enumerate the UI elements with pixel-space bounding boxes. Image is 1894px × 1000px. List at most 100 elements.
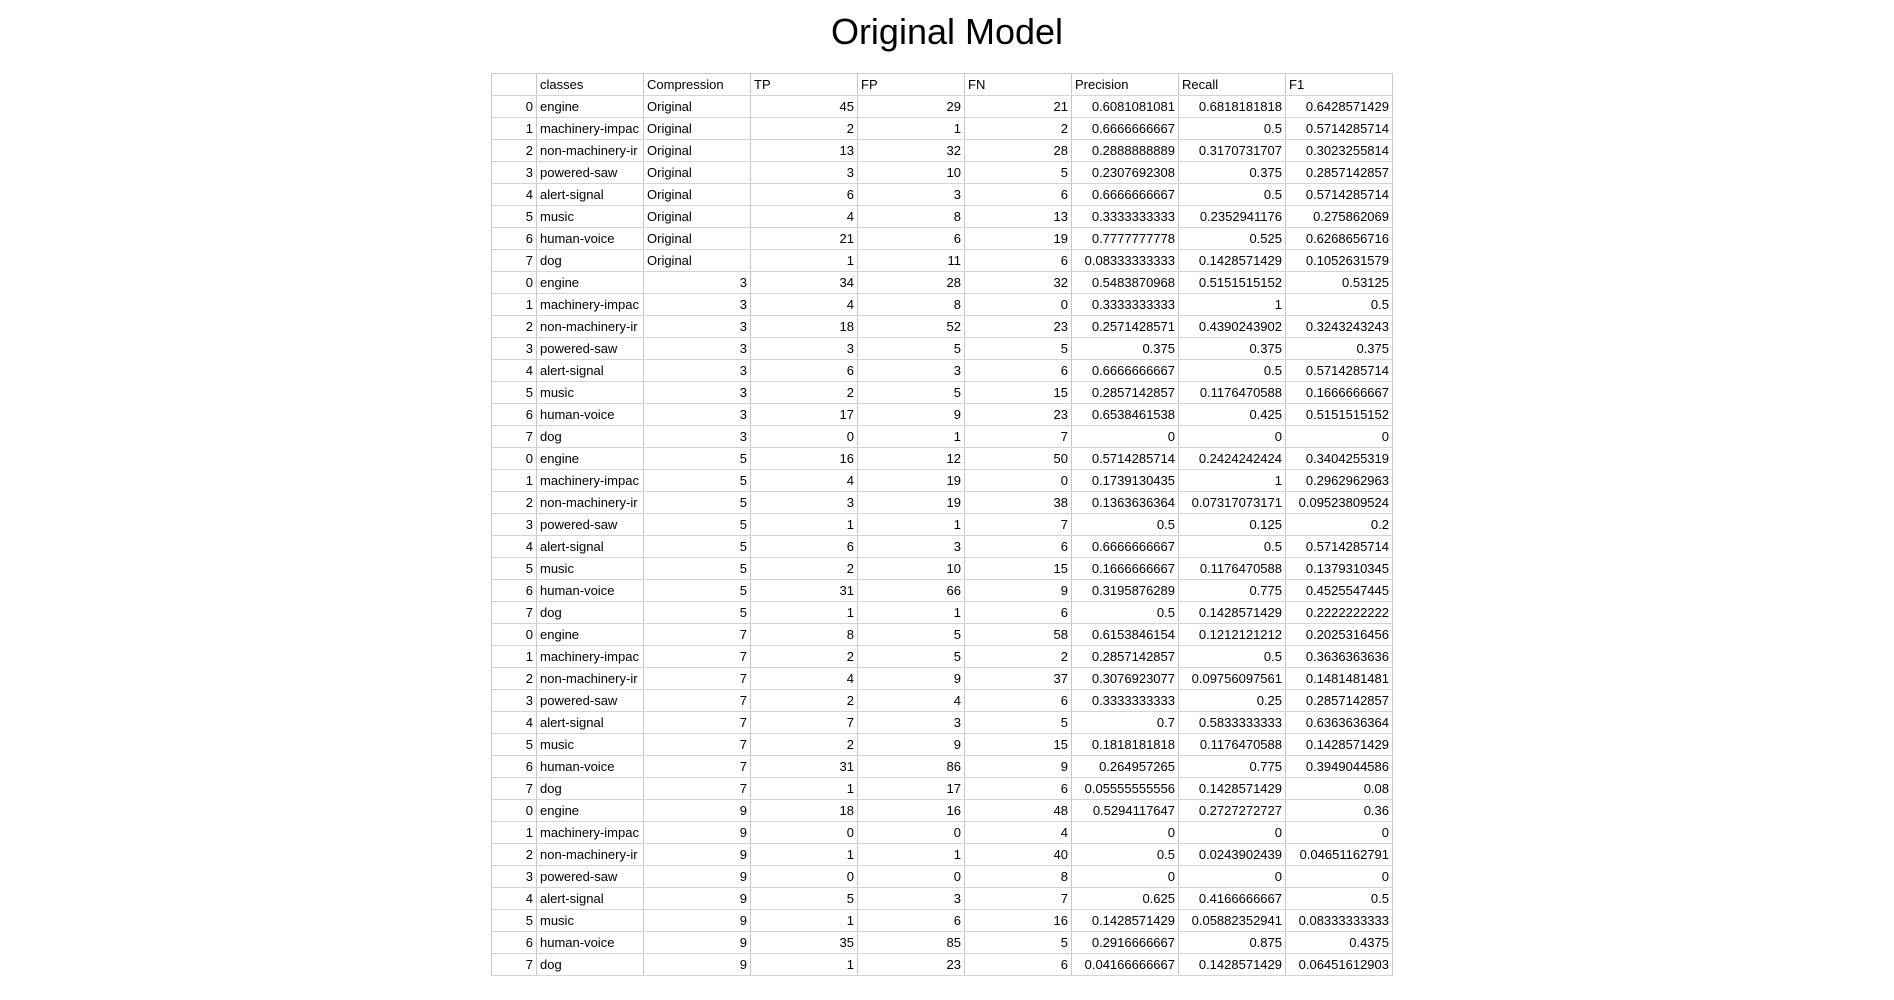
cell-fn: 23 bbox=[964, 315, 1072, 338]
cell-compression: 9 bbox=[643, 953, 751, 976]
cell-tp: 18 bbox=[750, 799, 858, 822]
cell-index: 2 bbox=[491, 667, 537, 690]
cell-recall: 0.0243902439 bbox=[1178, 843, 1286, 866]
cell-f1: 0.08333333333 bbox=[1285, 909, 1393, 932]
cell-class: powered-saw bbox=[536, 865, 644, 888]
cell-compression: 7 bbox=[643, 777, 751, 800]
cell-f1: 0.4525547445 bbox=[1285, 579, 1393, 602]
table-row: 4 alert-signal 7 7 3 5 0.7 0.5833333333 0.636363… bbox=[491, 711, 1393, 734]
table-row: 5 music 5 2 10 15 0.1666666667 0.1176470588 0.13… bbox=[491, 557, 1393, 580]
cell-precision: 0.08333333333 bbox=[1071, 249, 1179, 272]
cell-compression: 7 bbox=[643, 733, 751, 756]
cell-fp: 1 bbox=[857, 117, 965, 140]
cell-fn: 32 bbox=[964, 271, 1072, 294]
cell-fp: 6 bbox=[857, 909, 965, 932]
cell-fp: 0 bbox=[857, 821, 965, 844]
table-row: 2 non-machinery-ir 9 1 1 40 0.5 0.0243902439 0.0… bbox=[491, 843, 1393, 866]
header-f1: F1 bbox=[1285, 73, 1393, 96]
cell-precision: 0.3333333333 bbox=[1071, 205, 1179, 228]
cell-f1: 0.3023255814 bbox=[1285, 139, 1393, 162]
cell-class: engine bbox=[536, 799, 644, 822]
cell-fn: 7 bbox=[964, 425, 1072, 448]
cell-tp: 35 bbox=[750, 931, 858, 954]
cell-f1: 0.2 bbox=[1285, 513, 1393, 536]
results-table: classes Compression TP FP FN Precision R… bbox=[491, 73, 1393, 976]
cell-tp: 7 bbox=[750, 711, 858, 734]
cell-compression: 5 bbox=[643, 535, 751, 558]
cell-f1: 0.6268656716 bbox=[1285, 227, 1393, 250]
cell-compression: 7 bbox=[643, 667, 751, 690]
cell-f1: 0.5714285714 bbox=[1285, 359, 1393, 382]
cell-fp: 5 bbox=[857, 381, 965, 404]
cell-fn: 13 bbox=[964, 205, 1072, 228]
cell-precision: 0.5 bbox=[1071, 601, 1179, 624]
table-row: 0 engine Original 45 29 21 0.6081081081 0.68181… bbox=[491, 95, 1393, 118]
cell-class: dog bbox=[536, 953, 644, 976]
cell-fp: 16 bbox=[857, 799, 965, 822]
cell-precision: 0 bbox=[1071, 865, 1179, 888]
cell-index: 6 bbox=[491, 403, 537, 426]
cell-recall: 0.775 bbox=[1178, 755, 1286, 778]
cell-fn: 2 bbox=[964, 645, 1072, 668]
cell-precision: 0.6081081081 bbox=[1071, 95, 1179, 118]
table-row: 7 dog 5 1 1 6 0.5 0.1428571429 0.2222222222 bbox=[491, 601, 1393, 624]
header-precision: Precision bbox=[1071, 73, 1179, 96]
results-table-container: classes Compression TP FP FN Precision R… bbox=[491, 73, 1393, 976]
cell-precision: 0 bbox=[1071, 821, 1179, 844]
cell-f1: 0.08 bbox=[1285, 777, 1393, 800]
table-row: 1 machinery-impac 3 4 8 0 0.3333333333 1 0.5 bbox=[491, 293, 1393, 316]
cell-precision: 0.5483870968 bbox=[1071, 271, 1179, 294]
cell-class: powered-saw bbox=[536, 513, 644, 536]
cell-fn: 6 bbox=[964, 249, 1072, 272]
cell-fp: 5 bbox=[857, 645, 965, 668]
cell-tp: 13 bbox=[750, 139, 858, 162]
cell-compression: 9 bbox=[643, 843, 751, 866]
cell-compression: 7 bbox=[643, 689, 751, 712]
cell-index: 5 bbox=[491, 909, 537, 932]
cell-index: 4 bbox=[491, 183, 537, 206]
cell-tp: 0 bbox=[750, 425, 858, 448]
cell-fp: 9 bbox=[857, 733, 965, 756]
cell-recall: 0 bbox=[1178, 821, 1286, 844]
cell-fn: 8 bbox=[964, 865, 1072, 888]
cell-class: machinery-impac bbox=[536, 645, 644, 668]
cell-f1: 0.53125 bbox=[1285, 271, 1393, 294]
cell-compression: 3 bbox=[643, 315, 751, 338]
cell-tp: 34 bbox=[750, 271, 858, 294]
cell-class: non-machinery-ir bbox=[536, 667, 644, 690]
cell-compression: 9 bbox=[643, 799, 751, 822]
cell-tp: 4 bbox=[750, 667, 858, 690]
cell-class: engine bbox=[536, 447, 644, 470]
cell-index: 4 bbox=[491, 359, 537, 382]
cell-recall: 0.2424242424 bbox=[1178, 447, 1286, 470]
cell-recall: 0.525 bbox=[1178, 227, 1286, 250]
cell-recall: 0.1428571429 bbox=[1178, 777, 1286, 800]
cell-fn: 6 bbox=[964, 359, 1072, 382]
cell-fn: 37 bbox=[964, 667, 1072, 690]
cell-compression: 5 bbox=[643, 447, 751, 470]
cell-index: 5 bbox=[491, 733, 537, 756]
table-row: 0 engine 9 18 16 48 0.5294117647 0.2727272727 0.… bbox=[491, 799, 1393, 822]
cell-class: human-voice bbox=[536, 227, 644, 250]
cell-compression: 3 bbox=[643, 403, 751, 426]
cell-f1: 0.04651162791 bbox=[1285, 843, 1393, 866]
cell-tp: 2 bbox=[750, 733, 858, 756]
header-fp: FP bbox=[857, 73, 965, 96]
cell-precision: 0.5714285714 bbox=[1071, 447, 1179, 470]
table-row: 3 powered-saw 3 3 5 5 0.375 0.375 0.375 bbox=[491, 337, 1393, 360]
cell-f1: 0.2857142857 bbox=[1285, 161, 1393, 184]
cell-precision: 0.04166666667 bbox=[1071, 953, 1179, 976]
cell-compression: 3 bbox=[643, 381, 751, 404]
cell-index: 2 bbox=[491, 491, 537, 514]
cell-fp: 5 bbox=[857, 623, 965, 646]
table-row: 5 music 7 2 9 15 0.1818181818 0.1176470588 0.142… bbox=[491, 733, 1393, 756]
cell-tp: 3 bbox=[750, 161, 858, 184]
cell-f1: 0.09523809524 bbox=[1285, 491, 1393, 514]
cell-f1: 0.1428571429 bbox=[1285, 733, 1393, 756]
cell-tp: 18 bbox=[750, 315, 858, 338]
cell-tp: 1 bbox=[750, 843, 858, 866]
table-row: 4 alert-signal Original 6 3 6 0.6666666667 0.5 0… bbox=[491, 183, 1393, 206]
cell-class: alert-signal bbox=[536, 887, 644, 910]
cell-tp: 1 bbox=[750, 777, 858, 800]
cell-class: music bbox=[536, 909, 644, 932]
